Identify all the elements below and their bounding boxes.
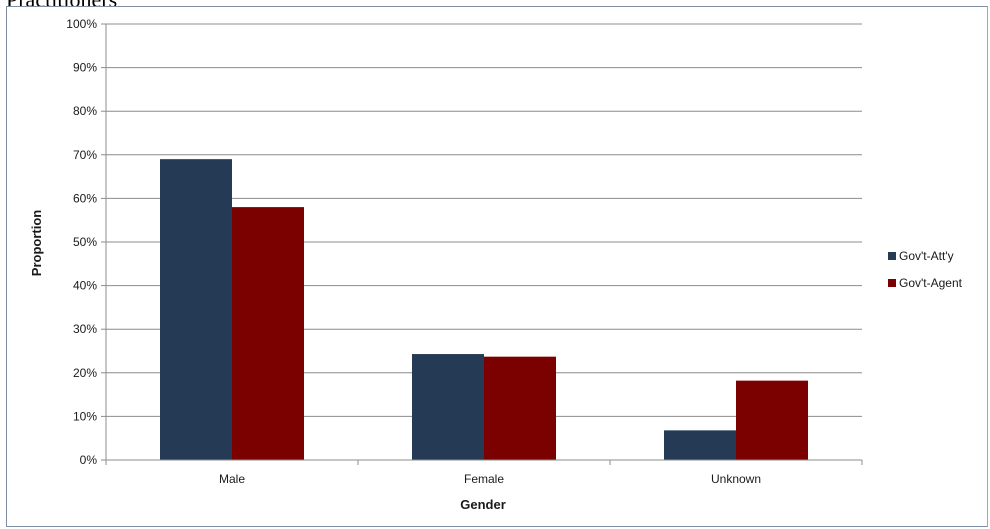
y-tick-label: 70% <box>73 148 97 162</box>
legend-swatch <box>888 279 896 287</box>
y-tick-label: 40% <box>73 279 97 293</box>
x-axis-ticks: Male Female Unknown <box>105 460 863 486</box>
x-tick-label: Male <box>219 472 245 486</box>
x-axis <box>105 24 862 461</box>
bar-female-1 <box>412 354 484 460</box>
y-tick-label: 60% <box>73 191 97 205</box>
bar-unknown-1 <box>664 430 736 460</box>
legend-swatch <box>888 252 896 260</box>
y-tick-label: 20% <box>73 366 97 380</box>
y-tick-label: 30% <box>73 322 97 336</box>
x-axis-label: Gender <box>460 497 506 512</box>
y-tick-label: 80% <box>73 104 97 118</box>
page-heading-partial: Practitioners <box>6 0 117 11</box>
y-axis-ticks: 0% 10% 20% 30% 40% 50% 60% 70% 80% 90% 100% <box>66 17 106 467</box>
legend-label: Gov't-Att'y <box>899 249 954 263</box>
y-tick-label: 10% <box>73 409 97 423</box>
bar-female-2 <box>484 356 556 460</box>
y-axis-label: Proportion <box>29 210 44 276</box>
y-tick-label: 0% <box>80 453 98 467</box>
bar-unknown-2 <box>736 380 808 460</box>
legend: Gov't-Att'y Gov't-Agent <box>888 249 963 290</box>
bar-male-1 <box>160 159 232 460</box>
y-tick-label: 90% <box>73 61 97 75</box>
y-tick-label: 100% <box>66 17 97 31</box>
x-tick-label: Female <box>464 472 504 486</box>
x-tick-label: Unknown <box>711 472 761 486</box>
y-tick-label: 50% <box>73 235 97 249</box>
bar-male-2 <box>232 207 304 460</box>
bars <box>160 159 808 460</box>
legend-label: Gov't-Agent <box>899 276 963 290</box>
